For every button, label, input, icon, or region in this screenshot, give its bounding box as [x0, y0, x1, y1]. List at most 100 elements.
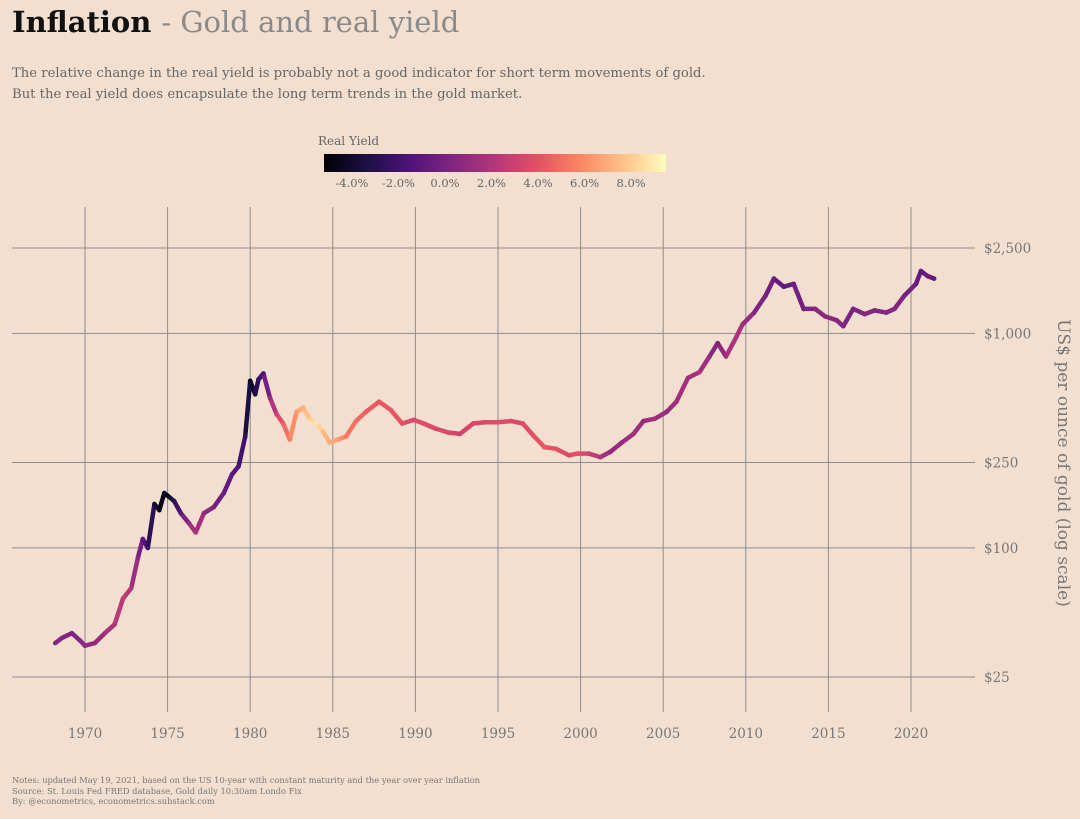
- gold-price-segment: [343, 418, 359, 439]
- gold-price-point: [82, 643, 88, 648]
- gold-price-point: [261, 371, 266, 376]
- gold-price-segment: [751, 293, 768, 315]
- gold-price-point: [566, 453, 572, 458]
- gold-price-point: [608, 449, 613, 455]
- gold-price-segment: [388, 407, 405, 426]
- gold-price-point: [221, 490, 227, 496]
- gold-price-segment: [129, 555, 141, 591]
- x-tick-label: 2015: [811, 726, 845, 742]
- gold-price-point: [411, 417, 417, 423]
- gold-price-point: [300, 405, 306, 411]
- gold-price-point: [335, 437, 341, 442]
- gold-price-point: [53, 640, 58, 646]
- gold-price-point: [872, 308, 877, 313]
- x-tick-label: 2020: [894, 726, 928, 742]
- color-legend-tick-label: 4.0%: [523, 176, 553, 190]
- gold-price-point: [92, 640, 98, 646]
- gold-price-point: [157, 507, 162, 513]
- chart-title: Inflation - Gold and real yield: [12, 4, 459, 40]
- gold-price-point: [641, 418, 646, 424]
- gold-price-point: [575, 451, 580, 456]
- gold-price-point: [763, 293, 768, 298]
- y-tick-label: $100: [984, 541, 1018, 557]
- description-line: But the real yield does encapsulate the …: [12, 87, 523, 102]
- gold-price-point: [307, 416, 313, 422]
- gold-price-point: [685, 375, 691, 381]
- description-line: The relative change in the real yield is…: [12, 66, 706, 81]
- gold-price-point: [252, 392, 258, 397]
- gold-price-segment: [376, 399, 393, 413]
- gold-price-point: [902, 293, 907, 298]
- color-legend-tick-label: -4.0%: [335, 176, 369, 190]
- gold-price-point: [707, 354, 712, 359]
- gold-price-point: [812, 306, 818, 312]
- gold-price-point: [152, 501, 157, 507]
- gold-price-segment: [267, 395, 279, 417]
- x-tick-label: 1980: [233, 726, 267, 742]
- gold-price-point: [229, 472, 235, 477]
- gold-price-point: [715, 340, 720, 346]
- gold-price-point: [553, 446, 559, 452]
- chart-description: The relative change in the real yield is…: [12, 63, 706, 105]
- gold-price-point: [178, 510, 184, 516]
- gold-price-point: [470, 421, 476, 426]
- gold-price-point: [740, 322, 745, 327]
- y-tick-label: $1,000: [984, 326, 1031, 342]
- gold-price-segment: [619, 431, 636, 445]
- gold-price-segment: [145, 501, 157, 551]
- gold-price-point: [69, 630, 75, 636]
- title-subtitle: - Gold and real yield: [161, 5, 460, 39]
- gold-price-point: [674, 399, 679, 405]
- gold-price-point: [162, 490, 167, 496]
- gold-price-point: [236, 464, 241, 469]
- gold-price-point: [267, 395, 273, 401]
- y-tick-label: $25: [984, 670, 1010, 686]
- gold-price-point: [781, 284, 787, 290]
- gold-price-point: [242, 434, 248, 439]
- gold-price-point: [314, 421, 319, 426]
- gold-price-segment: [261, 371, 273, 401]
- gold-price-series: [53, 268, 937, 648]
- gold-price-point: [171, 498, 177, 504]
- gold-price-segment: [902, 281, 919, 298]
- gold-price-segment: [715, 340, 729, 359]
- gold-price-segment: [287, 409, 299, 442]
- gold-price-point: [287, 437, 293, 442]
- gold-price-point: [822, 314, 828, 319]
- gold-price-point: [834, 318, 839, 323]
- gold-price-point: [129, 585, 134, 591]
- y-tick-label: $2,500: [984, 241, 1031, 257]
- gold-price-point: [495, 420, 501, 425]
- gold-price-segment: [892, 293, 907, 312]
- gold-price-segment: [532, 434, 547, 450]
- gold-price-point: [697, 369, 702, 375]
- gold-price-segment: [520, 421, 537, 439]
- gold-price-point: [211, 504, 217, 510]
- gold-price-segment: [740, 310, 757, 327]
- gold-price-point: [791, 281, 796, 287]
- gold-price-point: [850, 306, 856, 312]
- color-legend-tick-label: -2.0%: [381, 176, 415, 190]
- gold-price-point: [247, 378, 253, 384]
- gold-price-point: [432, 426, 438, 431]
- gold-price-point: [508, 418, 514, 424]
- gold-price-segment: [664, 399, 679, 415]
- gold-price-segment: [553, 446, 572, 458]
- gold-price-segment: [763, 276, 777, 298]
- gold-price-point: [102, 630, 108, 636]
- gold-price-point: [112, 622, 117, 627]
- gold-price-segment: [674, 375, 691, 404]
- gold-price-segment: [92, 630, 108, 646]
- color-legend-tick-label: 0.0%: [430, 176, 460, 190]
- gold-price-point: [421, 421, 427, 426]
- gold-price-point: [327, 440, 332, 445]
- gold-price-point: [446, 430, 451, 435]
- gold-price-point: [598, 454, 603, 460]
- gold-price-segment: [221, 472, 235, 496]
- gold-price-segment: [112, 596, 126, 627]
- gold-price-segment: [608, 440, 625, 455]
- gold-price-point: [363, 409, 369, 415]
- gold-price-point: [294, 409, 299, 415]
- gold-price-point: [520, 421, 526, 426]
